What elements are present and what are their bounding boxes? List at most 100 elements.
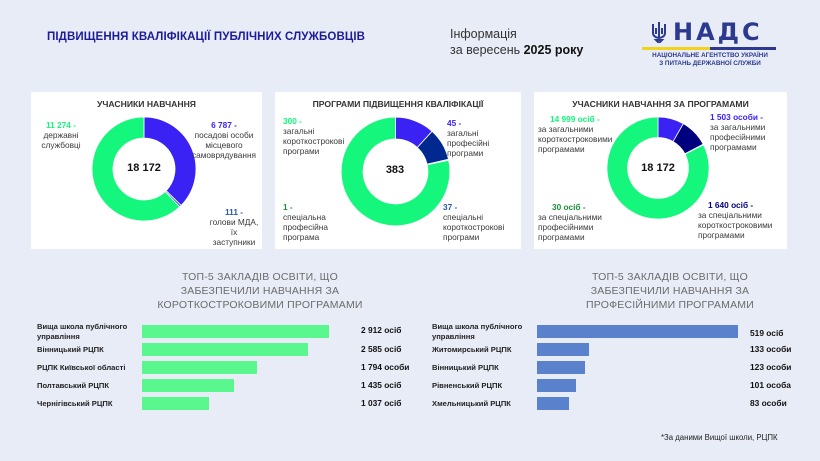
bar	[537, 379, 577, 392]
top5-short-title: ТОП-5 ЗАКЛАДІВ ОСВІТИ, ЩО ЗАБЕЗПЕЧИЛИ НА…	[120, 270, 400, 312]
card-participants-by-program: УЧАСНИКИ НАВЧАННЯ ЗА ПРОГРАМАМИ 18 172 1…	[534, 92, 787, 249]
legend-civil-servants: 11 274 - державні службовці	[36, 120, 86, 150]
bar	[142, 361, 258, 374]
card-title: УЧАСНИКИ НАВЧАННЯ	[97, 99, 196, 109]
bar-value: 1 794 особи	[361, 362, 410, 372]
legend-text: спеціальна професійна програма	[283, 212, 328, 242]
donut-segment	[91, 116, 181, 222]
legend-text: за спеціальними професійними програмами	[538, 212, 602, 242]
bar-label: Рівненський РЦПК	[432, 381, 503, 390]
bar-label: Вінницький РЦПК	[432, 363, 499, 372]
legend-value: 111 -	[225, 207, 243, 217]
legend-value: 30 осіб -	[552, 202, 586, 212]
page-title: ПІДВИЩЕННЯ КВАЛІФІКАЦІЇ ПУБЛІЧНИХ СЛУЖБО…	[47, 31, 366, 43]
info-period: за вересень 2025 року	[450, 42, 583, 58]
logo-wordmark: НАДС	[673, 18, 763, 46]
bar-value: 123 особи	[750, 362, 792, 372]
legend-value: 1 640 осіб -	[708, 200, 754, 210]
bar-label: Вища школа публічного управління	[37, 322, 128, 341]
bar-label: Вища школа публічного управління	[432, 322, 523, 341]
footnote: *За даними Вищої школи, РЦПК	[661, 433, 778, 442]
legend-value: 1 -	[283, 202, 293, 212]
logo-stripe-yellow	[642, 47, 710, 50]
bar	[142, 343, 308, 356]
legend-general-prof: 45 - загальні професійні програми	[447, 118, 509, 158]
bar-value: 83 особи	[750, 398, 787, 408]
legend-value: 45 -	[447, 118, 462, 128]
legend-local-officials: 6 787 - посадові особи місцевого самовря…	[186, 120, 262, 160]
legend-general-prof: 1 503 особи - за загальними професійними…	[710, 112, 786, 152]
legend-text: загальні професійні програми	[447, 128, 490, 158]
bar-value: 519 осіб	[750, 328, 784, 338]
legend-text: за загальними короткостроковими програма…	[538, 124, 613, 154]
bar	[537, 325, 738, 338]
legend-special-short: 37 - спеціальні короткострокові програми	[443, 202, 517, 242]
bar-label: Полтавський РЦПК	[37, 381, 109, 390]
legend-special-short: 1 640 осіб - за спеціальними короткостро…	[698, 200, 787, 240]
donut-chart-participants-by-program	[606, 116, 710, 220]
info-period-prefix: за вересень	[450, 43, 524, 57]
legend-special-prof: 30 осіб - за спеціальними професійними п…	[538, 202, 618, 242]
title-line: КОРОТКОСТРОКОВИМИ ПРОГРАМАМИ	[157, 299, 363, 311]
legend-heads-mda: 111 - голови МДА, їх заступники	[209, 207, 259, 247]
legend-value: 37 -	[443, 202, 458, 212]
donut-chart-participants	[91, 116, 197, 222]
legend-text: за загальними професійними програмами	[710, 122, 766, 152]
legend-text: за спеціальними короткостроковими програ…	[698, 210, 773, 240]
top5-prof-title: ТОП-5 ЗАКЛАДІВ ОСВІТИ, ЩО ЗАБЕЗПЕЧИЛИ НА…	[540, 270, 800, 312]
donut-total: 18 172	[127, 162, 161, 174]
legend-text: державні службовці	[41, 130, 81, 150]
title-line: ЗАБЕЗПЕЧИЛИ НАВЧАННЯ ЗА	[590, 285, 750, 297]
logo-subtitle-1: НАЦІОНАЛЬНЕ АГЕНТСТВО УКРАЇНИ	[652, 52, 768, 59]
legend-value: 1 503 особи -	[710, 112, 764, 122]
legend-text: голови МДА, їх заступники	[209, 217, 259, 247]
donut-total: 383	[385, 164, 405, 176]
bar-value: 101 особа	[750, 380, 791, 390]
legend-special-prof: 1 - спеціальна професійна програма	[283, 202, 349, 242]
legend-value: 6 787 -	[211, 120, 237, 130]
card-programs: ПРОГРАМИ ПІДВИЩЕННЯ КВАЛІФІКАЦІЇ 383 300…	[275, 92, 521, 249]
bar-value: 2 912 осіб	[361, 325, 402, 335]
title-line: ЗАБЕЗПЕЧИЛИ НАВЧАННЯ ЗА	[180, 285, 340, 297]
bar	[537, 397, 570, 410]
legend-text: посадові особи місцевого самоврядування	[191, 130, 257, 160]
bar-label: Вінницький РЦПК	[37, 345, 104, 354]
bar-label: РЦПК Київської області	[37, 363, 126, 372]
bar	[142, 325, 329, 338]
donut-segment	[143, 116, 197, 206]
info-label: Інформація	[450, 27, 517, 41]
bar	[142, 397, 209, 410]
title-line: ТОП-5 ЗАКЛАДІВ ОСВІТИ, ЩО	[591, 271, 749, 283]
bar	[537, 343, 589, 356]
info-period-year: 2025 року	[523, 43, 584, 57]
bar-value: 133 особи	[750, 344, 792, 354]
bar	[142, 379, 235, 392]
card-title: ПРОГРАМИ ПІДВИЩЕННЯ КВАЛІФІКАЦІЇ	[312, 99, 484, 109]
card-title: УЧАСНИКИ НАВЧАННЯ ЗА ПРОГРАМАМИ	[572, 99, 749, 109]
title-line: ТОП-5 ЗАКЛАДІВ ОСВІТИ, ЩО	[181, 271, 339, 283]
bar-value: 2 585 осіб	[361, 344, 402, 354]
legend-general-short: 14 999 осіб - за загальними короткострок…	[538, 114, 634, 154]
donut-total: 18 172	[641, 162, 675, 174]
bar-label: Чернігівський РЦПК	[37, 399, 113, 408]
legend-value: 11 274 -	[46, 120, 76, 130]
donut-chart-programs	[340, 116, 451, 227]
bar-label: Житомирський РЦПК	[432, 345, 512, 354]
legend-value: 14 999 осіб -	[550, 114, 600, 124]
bar-value: 1 435 осіб	[361, 380, 402, 390]
legend-text: загальні короткострокові програми	[283, 126, 345, 156]
nads-logo: НАДС НАЦІОНАЛЬНЕ АГЕНТСТВО УКРАЇНИ З ПИТ…	[640, 18, 780, 70]
title-line: ПРОФЕСІЙНИМИ ПРОГРАМАМИ	[586, 299, 754, 311]
trident-icon	[652, 22, 666, 43]
logo-subtitle-2: З ПИТАНЬ ДЕРЖАВНОЇ СЛУЖБИ	[659, 60, 761, 67]
legend-text: спеціальні короткострокові програми	[443, 212, 505, 242]
bar	[537, 361, 585, 374]
donut-segment	[340, 116, 451, 227]
card-participants: УЧАСНИКИ НАВЧАННЯ 18 172 11 274 - держав…	[31, 92, 262, 249]
legend-general-short: 300 - загальні короткострокові програми	[283, 116, 355, 156]
donut-segment	[606, 116, 710, 220]
legend-value: 300 -	[283, 116, 302, 126]
bar-label: Хмельницький РЦПК	[432, 399, 511, 408]
report-period: Інформація за вересень 2025 року	[450, 26, 583, 58]
bar-value: 1 037 осіб	[361, 398, 402, 408]
